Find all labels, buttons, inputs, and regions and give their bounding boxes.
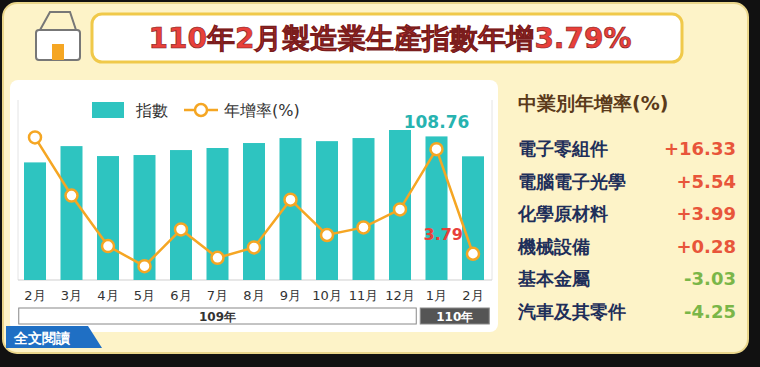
line-marker (139, 260, 151, 272)
legend-swatch (92, 102, 124, 118)
legend-label: 年增率(%) (224, 101, 300, 120)
year-label: 109年 (199, 310, 236, 324)
read-button[interactable]: 全文閱讀 (13, 330, 71, 346)
bar (97, 156, 119, 280)
x-tick-label: 12月 (385, 288, 415, 303)
x-tick-label: 5月 (134, 288, 155, 303)
line-marker (285, 194, 297, 206)
line-label: 3.79 (424, 225, 463, 244)
bar (170, 150, 192, 280)
year-band (420, 308, 489, 324)
chart-title: 110年2月製造業生產指數年增3.79% (148, 22, 631, 55)
backdrop (0, 0, 760, 367)
x-tick-label: 6月 (170, 288, 191, 303)
line-marker (321, 229, 333, 241)
x-tick-label: 9月 (280, 288, 301, 303)
bar (389, 130, 411, 280)
bar (61, 146, 83, 280)
icon-body (36, 30, 80, 60)
legend-marker (195, 104, 207, 116)
card (3, 3, 748, 353)
y2-axis-line (492, 100, 493, 280)
panel-row-label: 基本金屬 (517, 268, 590, 289)
x-tick-label: 2月 (462, 288, 483, 303)
icon-door (52, 44, 64, 60)
line-marker (102, 240, 114, 252)
line-marker (175, 223, 187, 235)
title-icon (36, 12, 80, 60)
read-button-bg[interactable] (6, 326, 102, 348)
x-tick-label: 11月 (349, 288, 379, 303)
legend: 指數 年增率(%) (92, 101, 300, 120)
line-marker (248, 241, 260, 253)
bar (426, 136, 448, 280)
panel-row-label: 電腦電子光學 (518, 171, 626, 192)
panel-title: 中業別年增率(%) (518, 92, 668, 114)
icon-roof (40, 12, 76, 30)
title-box (92, 14, 682, 62)
year-band (19, 308, 417, 324)
bar (24, 162, 46, 280)
plot-area (24, 130, 484, 280)
panel-row-label: 化學原材料 (517, 203, 608, 224)
line-marker (29, 131, 41, 143)
panel-row-value: -3.03 (684, 268, 736, 289)
line-marker (358, 221, 370, 233)
panel-row-value: +3.99 (677, 203, 737, 224)
x-tick-label: 2月 (24, 288, 45, 303)
bar (207, 148, 229, 280)
bar (353, 138, 375, 280)
panel-row-label: 機械設備 (517, 236, 590, 257)
line-marker (467, 248, 479, 260)
bar (316, 141, 338, 280)
legend-label: 指數 (135, 101, 168, 120)
panel-row-value: +5.54 (677, 171, 737, 192)
panel-row-label: 汽車及其零件 (517, 301, 626, 322)
line-marker (212, 252, 224, 264)
x-tick-label: 8月 (243, 288, 264, 303)
growth-line (35, 137, 473, 266)
bar (243, 143, 265, 280)
x-tick-label: 1月 (426, 288, 447, 303)
x-tick-label: 10月 (312, 288, 342, 303)
line-marker (66, 190, 78, 202)
panel-row-value: +16.33 (664, 138, 736, 159)
panel-row-value: +0.28 (677, 236, 737, 257)
x-tick-label: 4月 (97, 288, 118, 303)
panel-row-label: 電子零組件 (518, 138, 608, 159)
labels: 108.76 3.79 (404, 112, 470, 243)
bar-label: 108.76 (404, 112, 470, 132)
y-axis-line (18, 100, 19, 280)
x-tick-label: 7月 (207, 288, 228, 303)
plot-panel (10, 80, 498, 332)
panel-row-value: -4.25 (684, 301, 736, 322)
year-label: 110年 (436, 310, 473, 324)
bar (462, 156, 484, 280)
x-tick-label: 3月 (61, 288, 82, 303)
line-marker (394, 203, 406, 215)
canvas: 110年2月製造業生產指數年增3.79% 108.76 3.79 指數 年增率(%) 2月… (0, 0, 760, 367)
line-marker (431, 143, 443, 155)
